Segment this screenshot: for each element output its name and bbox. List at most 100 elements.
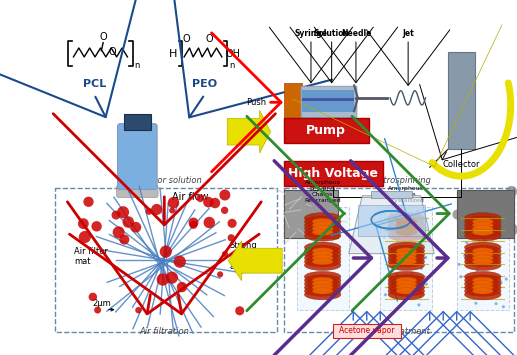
Ellipse shape (305, 286, 341, 296)
Text: n: n (134, 61, 140, 70)
Point (420, 275, 428, 281)
Point (499, 304, 508, 310)
Text: Strong
surface
adhesion: Strong surface adhesion (230, 241, 268, 271)
Point (462, 256, 470, 262)
Ellipse shape (465, 216, 501, 227)
Point (412, 251, 420, 257)
Ellipse shape (305, 216, 341, 227)
Text: O: O (205, 34, 213, 44)
Point (463, 240, 471, 245)
Point (159, 277, 167, 282)
Ellipse shape (396, 225, 417, 232)
Point (507, 189, 515, 194)
Ellipse shape (473, 229, 493, 235)
Ellipse shape (473, 277, 493, 283)
Point (416, 294, 424, 300)
Ellipse shape (312, 251, 333, 258)
Ellipse shape (465, 246, 501, 256)
Point (413, 208, 421, 214)
Point (421, 225, 430, 231)
Point (120, 237, 128, 242)
Ellipse shape (388, 227, 424, 237)
Text: H: H (169, 49, 177, 59)
Ellipse shape (396, 281, 417, 287)
FancyBboxPatch shape (358, 204, 425, 236)
Point (484, 250, 492, 256)
Point (477, 199, 485, 204)
Point (397, 247, 405, 252)
FancyBboxPatch shape (117, 124, 157, 190)
Ellipse shape (473, 225, 493, 232)
FancyArrow shape (227, 110, 270, 153)
Point (456, 224, 464, 229)
Point (502, 276, 510, 282)
Point (494, 280, 502, 285)
Point (384, 224, 392, 230)
Point (489, 217, 497, 223)
Ellipse shape (473, 248, 493, 254)
Point (488, 285, 496, 290)
Point (487, 223, 495, 228)
Point (419, 242, 428, 248)
Ellipse shape (465, 242, 501, 253)
Ellipse shape (473, 281, 493, 287)
Point (415, 302, 423, 308)
Ellipse shape (305, 249, 341, 260)
Ellipse shape (305, 275, 341, 286)
Point (176, 259, 184, 264)
Ellipse shape (473, 251, 493, 258)
Ellipse shape (305, 223, 341, 234)
Ellipse shape (473, 222, 493, 228)
Point (419, 233, 428, 238)
Text: O: O (109, 47, 116, 56)
Ellipse shape (465, 286, 501, 296)
Point (81, 234, 89, 240)
Point (418, 291, 427, 297)
Text: High Voltage: High Voltage (288, 167, 378, 180)
Ellipse shape (388, 223, 424, 234)
Ellipse shape (396, 218, 417, 225)
Text: 2μm: 2μm (92, 299, 111, 308)
Point (84, 199, 93, 204)
Text: Acetone vapor: Acetone vapor (339, 327, 394, 335)
Point (196, 195, 204, 201)
Point (124, 219, 132, 225)
Ellipse shape (388, 242, 424, 253)
Point (485, 231, 494, 236)
FancyBboxPatch shape (302, 98, 354, 102)
Ellipse shape (388, 230, 424, 241)
FancyBboxPatch shape (301, 86, 357, 118)
Point (134, 307, 143, 313)
Ellipse shape (305, 253, 341, 263)
FancyBboxPatch shape (124, 114, 151, 130)
Point (479, 219, 488, 225)
Text: Jet: Jet (402, 29, 414, 38)
Ellipse shape (465, 223, 501, 234)
Point (478, 257, 486, 263)
Point (381, 235, 389, 240)
Point (417, 266, 425, 271)
Point (473, 195, 481, 201)
Point (461, 253, 469, 259)
Point (464, 207, 472, 213)
Ellipse shape (305, 256, 341, 267)
Point (469, 228, 478, 234)
Ellipse shape (465, 289, 501, 300)
Polygon shape (349, 196, 434, 253)
FancyBboxPatch shape (284, 83, 302, 123)
Point (221, 251, 229, 257)
Ellipse shape (312, 258, 333, 265)
Point (422, 282, 431, 287)
Point (211, 200, 219, 206)
Point (170, 200, 178, 206)
FancyBboxPatch shape (297, 207, 349, 310)
Ellipse shape (312, 288, 333, 294)
Text: Solution: Solution (314, 29, 349, 38)
FancyBboxPatch shape (284, 190, 338, 239)
Ellipse shape (396, 284, 417, 290)
Ellipse shape (312, 222, 333, 228)
Point (236, 308, 244, 313)
Ellipse shape (465, 220, 501, 230)
Ellipse shape (305, 282, 341, 293)
Ellipse shape (465, 260, 501, 271)
